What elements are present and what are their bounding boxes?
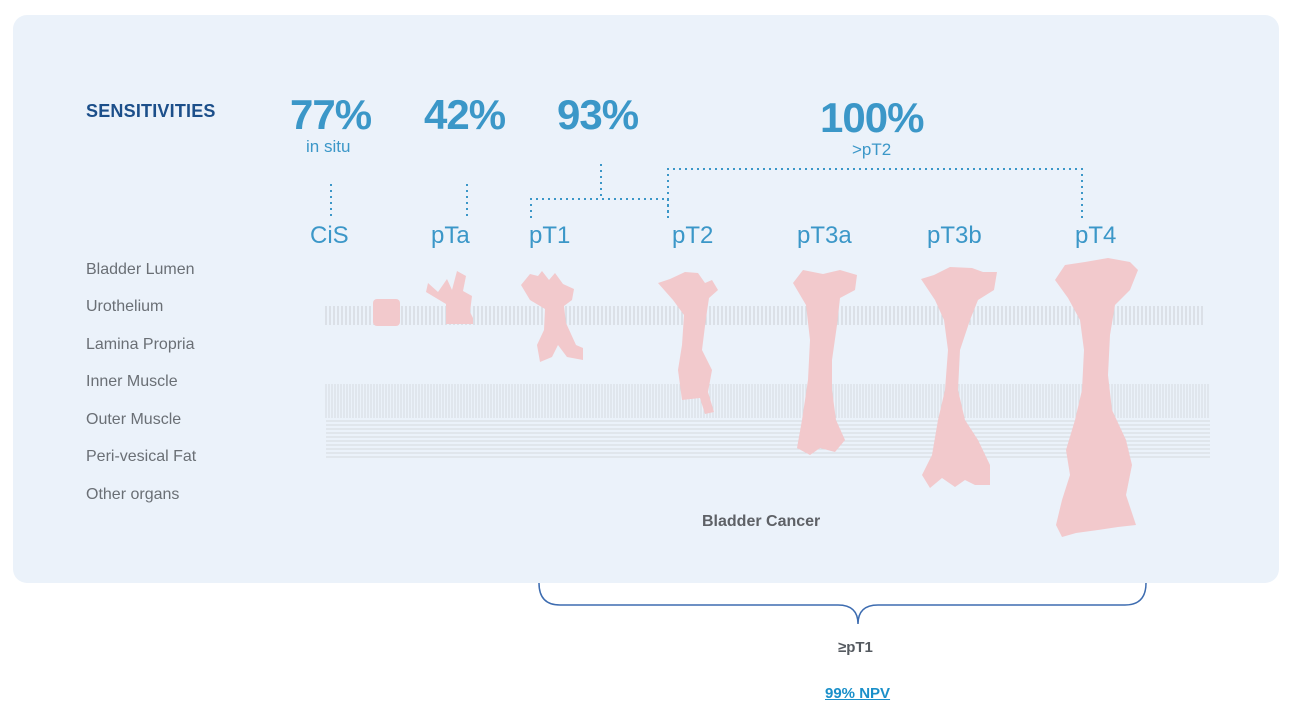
stage-label-pt2: pT2	[672, 222, 714, 249]
layer-label-perivesical-fat: Peri-vesical Fat	[86, 448, 197, 465]
stage-label-pta: pTa	[431, 222, 470, 249]
pt1-curly-brace	[538, 582, 1147, 625]
tumor-shapes	[373, 258, 1138, 537]
tumor-pt4	[1055, 258, 1138, 537]
tumor-pt3b	[921, 267, 997, 488]
layer-label-bladder-lumen: Bladder Lumen	[86, 261, 195, 278]
layer-label-lamina-propria: Lamina Propria	[86, 336, 195, 353]
fat-band	[326, 420, 1210, 458]
layer-label-outer-muscle: Outer Muscle	[86, 411, 182, 428]
muscle-band	[325, 384, 1209, 418]
sensitivity-pt1-value: 93%	[557, 91, 639, 138]
stage-label-pt3a: pT3a	[797, 222, 852, 249]
npv-link[interactable]: 99% NPV	[825, 685, 891, 702]
tumor-pta	[426, 271, 473, 324]
sensitivity-muscle-invasive-value: 100%	[820, 94, 924, 141]
sensitivities-heading: SENSITIVITIES	[86, 101, 216, 121]
sensitivity-pta-value: 42%	[424, 91, 506, 138]
stage-label-cis: CiS	[310, 222, 349, 249]
connector-100-bracket	[667, 168, 1083, 218]
stage-label-pt4: pT4	[1075, 222, 1117, 249]
layer-label-inner-muscle: Inner Muscle	[86, 373, 178, 390]
layer-label-other-organs: Other organs	[86, 486, 180, 503]
sensitivity-connectors	[330, 164, 1083, 218]
stage-label-pt1: pT1	[529, 222, 571, 249]
connector-93-bracket	[530, 198, 669, 218]
sensitivity-muscle-invasive-sub: >pT2	[852, 140, 892, 159]
layer-label-urothelium: Urothelium	[86, 298, 164, 315]
bladder-cancer-label: Bladder Cancer	[702, 513, 821, 530]
stage-label-pt3b: pT3b	[927, 222, 982, 249]
tumor-cis	[373, 299, 400, 326]
tumor-pt2	[658, 272, 718, 414]
tumor-pt3a	[793, 270, 857, 455]
pt1-bracket-label: ≥pT1	[838, 639, 873, 656]
sensitivity-cis-value: 77%	[290, 91, 372, 138]
sensitivity-cis-sub: in situ	[306, 137, 351, 156]
tumor-pt1	[521, 271, 583, 362]
